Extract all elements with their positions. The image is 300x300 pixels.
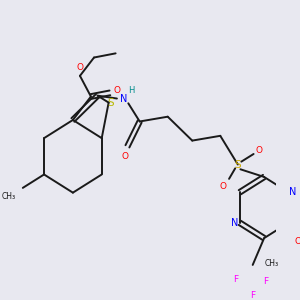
Text: N: N bbox=[289, 187, 296, 197]
Text: F: F bbox=[250, 291, 255, 300]
Text: F: F bbox=[263, 277, 268, 286]
Text: O: O bbox=[113, 86, 120, 95]
Text: O: O bbox=[255, 146, 262, 155]
Text: O: O bbox=[76, 63, 83, 72]
Text: O: O bbox=[295, 238, 300, 247]
Text: N: N bbox=[231, 218, 238, 228]
Text: H: H bbox=[128, 86, 134, 95]
Text: CH₃: CH₃ bbox=[265, 259, 279, 268]
Text: S: S bbox=[235, 160, 241, 170]
Text: F: F bbox=[232, 275, 238, 284]
Text: S: S bbox=[107, 98, 114, 108]
Text: N: N bbox=[120, 94, 128, 103]
Text: O: O bbox=[121, 152, 128, 161]
Text: O: O bbox=[219, 182, 226, 191]
Text: CH₃: CH₃ bbox=[2, 192, 16, 201]
